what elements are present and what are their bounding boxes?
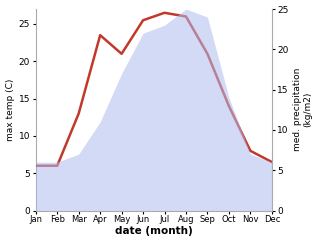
X-axis label: date (month): date (month) <box>115 227 193 236</box>
Y-axis label: max temp (C): max temp (C) <box>5 79 15 141</box>
Y-axis label: med. precipitation
(kg/m2): med. precipitation (kg/m2) <box>293 68 313 151</box>
